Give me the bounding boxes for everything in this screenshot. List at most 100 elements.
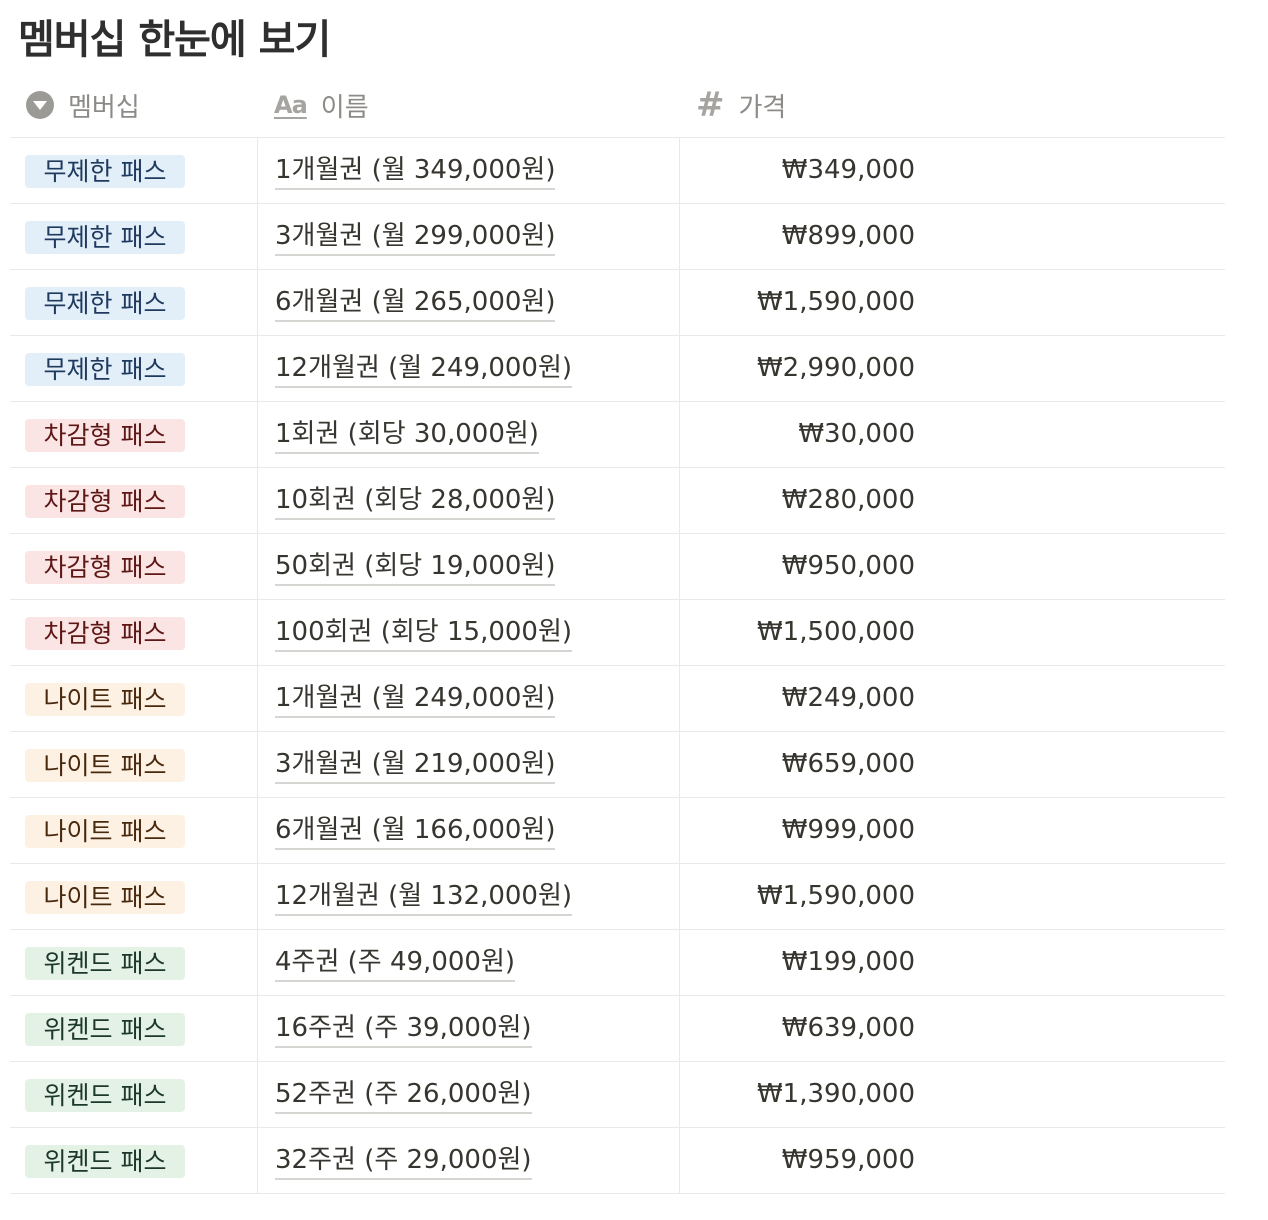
select-property-icon <box>26 91 54 119</box>
membership-tag[interactable]: 위켄드 패스 <box>25 1079 185 1112</box>
column-header-price[interactable]: # 가격 <box>696 72 786 138</box>
column-header-name[interactable]: Aa 이름 <box>274 72 369 138</box>
membership-table: 멤버십 Aa 이름 # 가격 무제한 패스 1개월권 (월 349,000원) ₩3… <box>10 72 1225 1194</box>
price-cell: ₩1,500,000 <box>756 617 915 647</box>
price-cell: ₩30,000 <box>798 419 915 449</box>
column-divider <box>679 996 680 1061</box>
column-header-membership[interactable]: 멤버십 <box>26 72 140 138</box>
price-cell: ₩899,000 <box>781 221 915 251</box>
price-cell: ₩659,000 <box>781 749 915 779</box>
table-row[interactable]: 나이트 패스 1개월권 (월 249,000원) ₩249,000 <box>10 666 1225 732</box>
table-row[interactable]: 무제한 패스 3개월권 (월 299,000원) ₩899,000 <box>10 204 1225 270</box>
column-divider <box>257 666 258 731</box>
column-divider <box>257 204 258 269</box>
membership-tag[interactable]: 위켄드 패스 <box>25 947 185 980</box>
membership-tag[interactable]: 나이트 패스 <box>25 749 185 782</box>
membership-name-link[interactable]: 1개월권 (월 249,000원) <box>275 680 556 718</box>
membership-tag[interactable]: 차감형 패스 <box>25 485 185 518</box>
column-divider <box>679 204 680 269</box>
membership-name-link[interactable]: 50회권 (회당 19,000원) <box>275 548 556 586</box>
membership-name-link[interactable]: 12개월권 (월 249,000원) <box>275 350 573 388</box>
membership-name-link[interactable]: 6개월권 (월 166,000원) <box>275 812 556 850</box>
membership-name-link[interactable]: 52주권 (주 26,000원) <box>275 1076 532 1114</box>
membership-tag[interactable]: 위켄드 패스 <box>25 1145 185 1178</box>
column-divider <box>679 534 680 599</box>
column-header-label: 가격 <box>738 92 787 123</box>
membership-tag[interactable]: 나이트 패스 <box>25 683 185 716</box>
column-divider <box>679 468 680 533</box>
table-row[interactable]: 무제한 패스 6개월권 (월 265,000원) ₩1,590,000 <box>10 270 1225 336</box>
membership-tag[interactable]: 무제한 패스 <box>25 155 185 188</box>
number-property-icon: # <box>696 85 725 125</box>
membership-tag[interactable]: 무제한 패스 <box>25 353 185 386</box>
table-row[interactable]: 무제한 패스 1개월권 (월 349,000원) ₩349,000 <box>10 138 1225 204</box>
table-row[interactable]: 차감형 패스 100회권 (회당 15,000원) ₩1,500,000 <box>10 600 1225 666</box>
price-cell: ₩349,000 <box>781 155 915 185</box>
price-cell: ₩1,590,000 <box>756 287 915 317</box>
membership-tag[interactable]: 무제한 패스 <box>25 221 185 254</box>
column-divider <box>257 930 258 995</box>
column-divider <box>679 666 680 731</box>
column-header-label: 멤버십 <box>68 92 140 123</box>
column-divider <box>679 138 680 203</box>
price-cell: ₩199,000 <box>781 947 915 977</box>
column-divider <box>257 600 258 665</box>
table-row[interactable]: 나이트 패스 6개월권 (월 166,000원) ₩999,000 <box>10 798 1225 864</box>
membership-name-link[interactable]: 6개월권 (월 265,000원) <box>275 284 556 322</box>
price-cell: ₩950,000 <box>781 551 915 581</box>
price-cell: ₩249,000 <box>781 683 915 713</box>
text-property-icon: Aa <box>274 91 308 119</box>
column-divider <box>679 336 680 401</box>
table-row[interactable]: 차감형 패스 10회권 (회당 28,000원) ₩280,000 <box>10 468 1225 534</box>
price-cell: ₩1,590,000 <box>756 881 915 911</box>
column-divider <box>679 864 680 929</box>
membership-tag[interactable]: 나이트 패스 <box>25 881 185 914</box>
column-divider <box>679 270 680 335</box>
table-body: 무제한 패스 1개월권 (월 349,000원) ₩349,000 무제한 패스 3개월… <box>10 138 1225 1194</box>
table-row[interactable]: 위켄드 패스 4주권 (주 49,000원) ₩199,000 <box>10 930 1225 996</box>
column-divider <box>679 1128 680 1193</box>
column-header-label: 이름 <box>320 92 369 123</box>
membership-name-link[interactable]: 1회권 (회당 30,000원) <box>275 416 539 454</box>
column-divider <box>257 1062 258 1127</box>
column-divider <box>257 798 258 863</box>
column-divider <box>257 138 258 203</box>
column-divider <box>679 798 680 863</box>
column-divider <box>257 996 258 1061</box>
price-cell: ₩999,000 <box>781 815 915 845</box>
column-divider <box>257 402 258 467</box>
table-row[interactable]: 위켄드 패스 32주권 (주 29,000원) ₩959,000 <box>10 1128 1225 1194</box>
table-row[interactable]: 위켄드 패스 52주권 (주 26,000원) ₩1,390,000 <box>10 1062 1225 1128</box>
table-row[interactable]: 나이트 패스 12개월권 (월 132,000원) ₩1,590,000 <box>10 864 1225 930</box>
membership-name-link[interactable]: 100회권 (회당 15,000원) <box>275 614 573 652</box>
table-row[interactable]: 차감형 패스 1회권 (회당 30,000원) ₩30,000 <box>10 402 1225 468</box>
membership-name-link[interactable]: 10회권 (회당 28,000원) <box>275 482 556 520</box>
membership-tag[interactable]: 나이트 패스 <box>25 815 185 848</box>
table-row[interactable]: 나이트 패스 3개월권 (월 219,000원) ₩659,000 <box>10 732 1225 798</box>
column-divider <box>679 600 680 665</box>
membership-name-link[interactable]: 3개월권 (월 299,000원) <box>275 218 556 256</box>
membership-tag[interactable]: 위켄드 패스 <box>25 1013 185 1046</box>
column-divider <box>257 336 258 401</box>
table-row[interactable]: 무제한 패스 12개월권 (월 249,000원) ₩2,990,000 <box>10 336 1225 402</box>
column-divider <box>257 1128 258 1193</box>
membership-tag[interactable]: 무제한 패스 <box>25 287 185 320</box>
table-row[interactable]: 위켄드 패스 16주권 (주 39,000원) ₩639,000 <box>10 996 1225 1062</box>
price-cell: ₩959,000 <box>781 1145 915 1175</box>
page-title: 멤버십 한눈에 보기 <box>18 17 331 63</box>
membership-tag[interactable]: 차감형 패스 <box>25 419 185 452</box>
membership-tag[interactable]: 차감형 패스 <box>25 617 185 650</box>
column-divider <box>679 732 680 797</box>
membership-name-link[interactable]: 3개월권 (월 219,000원) <box>275 746 556 784</box>
membership-name-link[interactable]: 4주권 (주 49,000원) <box>275 944 516 982</box>
column-divider <box>257 270 258 335</box>
price-cell: ₩1,390,000 <box>756 1079 915 1109</box>
price-cell: ₩280,000 <box>781 485 915 515</box>
price-cell: ₩639,000 <box>781 1013 915 1043</box>
table-row[interactable]: 차감형 패스 50회권 (회당 19,000원) ₩950,000 <box>10 534 1225 600</box>
membership-tag[interactable]: 차감형 패스 <box>25 551 185 584</box>
membership-name-link[interactable]: 16주권 (주 39,000원) <box>275 1010 532 1048</box>
membership-name-link[interactable]: 1개월권 (월 349,000원) <box>275 152 556 190</box>
membership-name-link[interactable]: 32주권 (주 29,000원) <box>275 1142 532 1180</box>
membership-name-link[interactable]: 12개월권 (월 132,000원) <box>275 878 573 916</box>
